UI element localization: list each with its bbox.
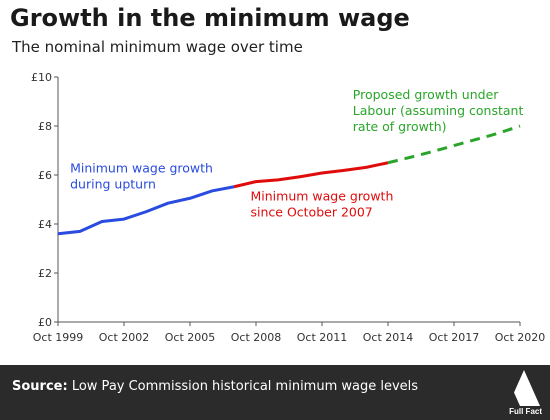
full-fact-logo: Full Fact (490, 368, 542, 416)
x-tick-label: Oct 1999 (33, 331, 84, 344)
x-tick-label: Oct 2005 (165, 331, 216, 344)
y-tick-label: £10 (31, 71, 52, 84)
series-line-proposed (387, 124, 521, 165)
annotation-line: Proposed growth under (353, 87, 499, 102)
source-text: Low Pay Commission historical minimum wa… (71, 379, 419, 394)
source-note: Source: Low Pay Commission historical mi… (12, 379, 418, 394)
footer-bar: Source: Low Pay Commission historical mi… (0, 365, 550, 420)
x-tick-label: Oct 2011 (297, 331, 348, 344)
annotation-upturn: Minimum wage growth during upturn (70, 161, 213, 192)
page-subtitle: The nominal minimum wage over time (12, 38, 303, 56)
annotation-line: during upturn (70, 177, 156, 192)
annotation-line: Labour (assuming constant (353, 103, 524, 118)
series-line-upturn (57, 185, 235, 236)
y-tick-label: £6 (38, 169, 52, 182)
y-tick-label: £2 (38, 267, 52, 280)
annotation-line: rate of growth) (353, 119, 447, 134)
x-tick-label: Oct 2020 (495, 331, 546, 344)
page-title: Growth in the minimum wage (10, 4, 410, 32)
x-tick-label: Oct 2014 (363, 331, 414, 344)
series-line-since2007 (233, 161, 389, 189)
annotation-line: since October 2007 (251, 205, 373, 220)
y-tick-label: £4 (38, 218, 52, 231)
annotation-proposed: Proposed growth under Labour (assuming co… (353, 87, 524, 134)
source-label: Source: (12, 379, 68, 394)
logo-text: Full Fact (509, 407, 542, 416)
annotation-since2007: Minimum wage growth since October 2007 (251, 189, 394, 220)
x-tick-label: Oct 2008 (231, 331, 282, 344)
line-chart: £0 £2 £4 £6 £8 £10 Oct 1999 Oct 2002 Oct 2005 Oct… (31, 71, 546, 344)
full-fact-logo-icon (504, 370, 540, 406)
x-tick-label: Oct 2017 (429, 331, 480, 344)
annotation-line: Minimum wage growth (251, 189, 394, 204)
x-tick-label: Oct 2002 (99, 331, 150, 344)
y-tick-label: £8 (38, 120, 52, 133)
y-tick-label: £0 (38, 316, 52, 329)
annotation-line: Minimum wage growth (70, 161, 213, 176)
